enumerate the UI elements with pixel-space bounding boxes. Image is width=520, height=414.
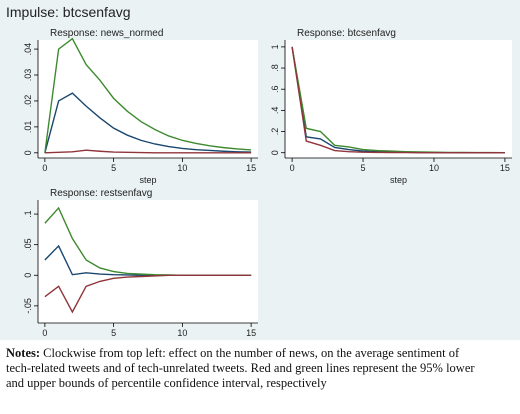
x-tick-label: 10 — [177, 163, 187, 173]
notes-line: Notes: Clockwise from top left: effect o… — [6, 346, 518, 361]
panel-title: Response: restsenfavg — [50, 188, 152, 199]
x-tick-label: 10 — [429, 163, 439, 173]
x-tick-label: 5 — [111, 328, 116, 338]
figure-title: Impulse: btcsenfavg — [6, 4, 131, 20]
response-line — [44, 92, 252, 153]
y-tick-label: .04 — [23, 43, 33, 56]
y-tick-label: .2 — [270, 128, 280, 136]
plot-area — [285, 40, 512, 158]
plot-area — [38, 40, 258, 158]
y-tick-label: .03 — [23, 69, 33, 82]
y-tick-label: 0 — [23, 150, 33, 155]
y-tick-label: -.05 — [23, 298, 33, 314]
x-tick-label: 10 — [177, 328, 187, 338]
x-tick-label: 0 — [42, 328, 47, 338]
x-tick-label: 0 — [290, 163, 295, 173]
panel-title: Response: btcsenfavg — [297, 28, 396, 39]
notes: Notes: Clockwise from top left: effect o… — [6, 346, 518, 391]
x-tick-label: 15 — [246, 163, 256, 173]
y-tick-label: 1 — [270, 44, 280, 49]
y-tick-label: .05 — [23, 238, 33, 251]
x-tick-label: 0 — [42, 163, 47, 173]
notes-text: and upper bounds of percentile confidenc… — [6, 376, 327, 390]
y-tick-label: .02 — [23, 95, 33, 108]
response-line — [44, 149, 252, 154]
y-tick-label: 0 — [23, 273, 33, 278]
x-tick-label: 5 — [111, 163, 116, 173]
y-tick-label: .6 — [270, 85, 280, 93]
y-tick-label: 0 — [270, 150, 280, 155]
x-axis-label: step — [390, 175, 407, 185]
panel-title: Response: news_normed — [50, 28, 163, 39]
response-line — [44, 37, 252, 153]
plot-area — [38, 200, 258, 323]
notes-line: tech-related tweets and of tech-unrelate… — [6, 361, 518, 376]
figure: Impulse: btcsenfavg Response: news_norme… — [0, 0, 520, 340]
y-tick-label: .4 — [270, 107, 280, 115]
notes-text: tech-related tweets and of tech-unrelate… — [6, 361, 475, 375]
x-tick-label: 5 — [361, 163, 366, 173]
y-tick-label: .8 — [270, 64, 280, 72]
notes-line: and upper bounds of percentile confidenc… — [6, 376, 518, 391]
response-line — [291, 46, 505, 154]
notes-text: Clockwise from top left: effect on the n… — [43, 346, 460, 360]
x-axis-label: step — [139, 175, 156, 185]
x-tick-label: 15 — [246, 328, 256, 338]
x-tick-label: 15 — [500, 163, 510, 173]
notes-label: Notes: — [6, 346, 41, 360]
response-line — [44, 274, 252, 314]
y-tick-label: .01 — [23, 121, 33, 134]
y-tick-label: .1 — [23, 210, 33, 218]
